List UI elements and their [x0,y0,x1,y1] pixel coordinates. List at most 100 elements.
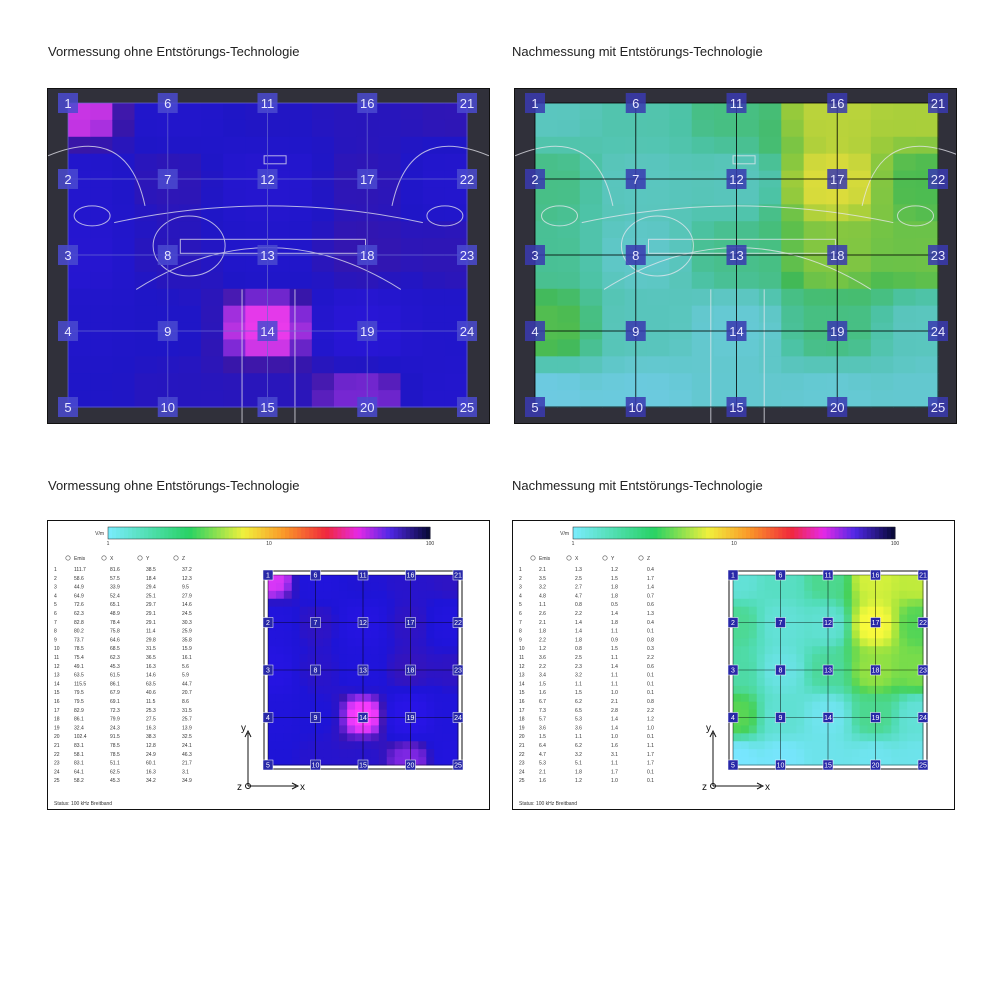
row-id: 18 [519,717,525,723]
row-z: 0.3 [647,646,654,652]
scale-swatch [826,527,832,539]
heatmap-cell [748,646,758,655]
heatmap-cell [410,733,419,742]
heatmap-cell [315,701,324,711]
row-emis: 4.8 [539,593,546,599]
heatmap-cell [812,701,821,711]
scale-swatch [782,527,787,539]
row-emis: 5.3 [539,761,546,767]
heat-cell [781,390,805,408]
heatmap-cell [756,733,766,742]
heatmap-cell [843,654,853,663]
heat-cell [535,119,558,138]
heatmap-cell [434,630,443,639]
heat-cell [178,271,202,290]
heatmap-cell [772,701,781,711]
heat-cell [400,204,424,222]
row-y: 29.8 [146,637,156,643]
heat-cell [134,221,158,239]
measurement-point-label: 18 [360,248,374,263]
heatmap-cell [915,598,924,608]
heatmap-cell [355,654,364,663]
heatmap-cell [820,749,829,758]
heatmap-cell [804,646,813,655]
heatmap-cell [748,749,758,758]
heatmap-cell [418,598,427,608]
heatmap-cell [748,717,758,726]
heatmap-cell [370,575,380,584]
heatmap-cell [291,701,301,711]
heatmap-cell [859,741,869,750]
heat-cell [669,153,693,172]
heat-cell [400,390,424,408]
heatmap-cell [426,733,435,742]
heat-cell [848,288,872,307]
heatmap-cell [835,606,845,616]
heatmap-cell [740,662,750,671]
heatmap-cell [307,654,316,663]
heatmap-cell [275,598,285,608]
heatmap-cell [418,749,427,758]
heat-cell [422,204,446,222]
heatmap-cell [283,677,293,687]
heatmap-cell [275,662,285,671]
point-marker-label: 21 [454,573,462,580]
row-emis: 111.7 [74,567,86,573]
heatmap-cell [323,685,332,695]
heatmap-cell [780,693,789,703]
heat-cell [311,136,335,155]
heatmap-cell [915,749,924,758]
heatmap-cell [764,582,774,592]
heatmap-cell [851,733,861,742]
measurement-point-label: 5 [531,400,538,415]
heat-cell [557,255,581,273]
heatmap-cell [843,733,853,742]
heat-cell [223,136,246,155]
heatmap-cell [764,670,774,679]
heatmap-cell [764,606,774,616]
scale-swatch [377,527,383,539]
heat-cell [289,305,313,324]
heatmap-cell [450,590,459,600]
heat-cell [646,119,670,138]
heatmap-cell [891,630,900,639]
scale-swatch [345,527,350,539]
measurement-point-label: 2 [531,172,538,187]
heatmap-cell [450,677,459,687]
row-z: 2.2 [647,708,654,714]
heat-cell [893,255,917,273]
heatmap-cell [764,662,774,671]
point-marker [822,617,834,628]
heat-cell [915,204,939,222]
heatmap-cell [740,598,750,608]
measurement-point-marker [157,321,178,341]
heatmap-cell [370,614,380,623]
heatmap-cell [812,590,821,600]
row-y: 16.3 [146,664,156,670]
heatmap-cell [859,614,869,623]
heatmap-cell [780,654,789,663]
heatmap-cell [812,630,821,639]
row-z: 24.5 [182,611,192,617]
heat-cell [112,373,136,391]
row-y: 34.2 [146,778,156,784]
measurement-point-label: 10 [161,400,175,415]
heatmap-cell [347,646,356,655]
heatmap-cell [796,670,805,679]
heat-cell [223,187,246,205]
heatmap-cell [363,590,372,600]
heatmap-cell [851,614,861,623]
scale-swatch [862,527,868,539]
scale-swatch [762,527,767,539]
point-marker-label: 21 [919,573,927,580]
heatmap-cell [796,614,805,623]
heatmap-cell [851,590,861,600]
heatmap-cell [883,741,892,750]
row-emis: 1.1 [539,602,546,608]
point-marker [727,759,739,771]
row-z: 0.1 [647,681,654,687]
heatmap-cell [283,733,293,742]
heatmap-cell [859,582,869,592]
heatmap-cell [843,693,853,703]
heatmap-cell [268,725,277,734]
